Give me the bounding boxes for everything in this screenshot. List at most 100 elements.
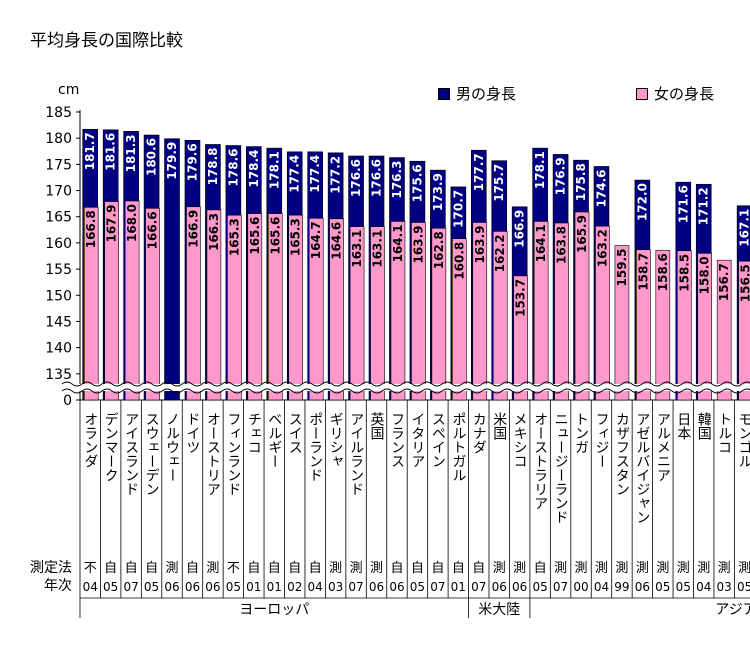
- year-value: 07: [123, 580, 138, 594]
- method-value: 測: [370, 561, 383, 576]
- bar-female: [676, 250, 692, 401]
- bar-female: [614, 245, 630, 401]
- group-label: アジア: [715, 602, 750, 618]
- bar-female: [697, 253, 713, 401]
- data-label-male: 174.6: [594, 169, 608, 207]
- year-value: 06: [205, 580, 220, 594]
- year-value: 01: [451, 580, 466, 594]
- category-label: モンゴル: [737, 412, 750, 468]
- data-label-male: 176.6: [349, 159, 363, 197]
- year-value: 03: [328, 580, 343, 594]
- data-label-male: 178.1: [533, 151, 547, 189]
- bar-female: [554, 222, 569, 401]
- data-label-male: 171.2: [697, 187, 711, 225]
- method-value: 測: [513, 561, 526, 576]
- data-label-female: 163.1: [350, 230, 364, 268]
- category-label: フィンランド: [225, 412, 241, 496]
- data-label-female: 162.8: [432, 231, 446, 269]
- category-label: アゼルバイジャン: [634, 412, 650, 524]
- method-value: 測: [554, 561, 567, 576]
- data-label-female: 159.5: [615, 249, 629, 287]
- legend-male-label: 男の身長: [456, 85, 517, 103]
- data-label-female: 165.6: [248, 217, 262, 255]
- data-label-female: 163.2: [595, 229, 609, 267]
- method-value: 測: [350, 561, 363, 576]
- bar-female: [308, 217, 324, 401]
- category-label: デンマーク: [103, 412, 119, 482]
- bar-female: [472, 222, 488, 401]
- bar-female: [227, 214, 242, 401]
- data-label-female: 166.8: [84, 210, 98, 248]
- year-value: 05: [676, 580, 691, 594]
- bar-female: [390, 221, 406, 401]
- category-label: スイス: [287, 412, 303, 454]
- year-value: 06: [492, 580, 507, 594]
- data-label-female: 158.5: [677, 254, 691, 292]
- data-label-female: 164.7: [309, 221, 323, 259]
- bar-female: [145, 208, 160, 401]
- y-tick-label: 160: [45, 236, 72, 252]
- data-label-female: 165.9: [575, 215, 589, 253]
- method-value: 測: [718, 561, 731, 576]
- year-value: 04: [83, 580, 98, 594]
- category-label: オランダ: [82, 412, 98, 468]
- category-label: ギリシャ: [328, 412, 344, 468]
- year-value: 05: [410, 580, 425, 594]
- year-value: 06: [164, 580, 179, 594]
- method-value: 測: [166, 561, 179, 576]
- bar-female: [288, 214, 304, 401]
- data-label-male: 177.4: [288, 155, 302, 193]
- bar-female: [574, 211, 590, 401]
- y-tick-label: 150: [45, 288, 72, 304]
- year-value: 07: [471, 580, 486, 594]
- data-label-male: 172.0: [635, 183, 649, 221]
- bar-female: [431, 227, 447, 401]
- data-label-male: 176.6: [370, 159, 384, 197]
- data-label-male: 181.6: [104, 133, 118, 171]
- category-label: 米国: [491, 412, 507, 440]
- y-tick-label: 185: [45, 105, 72, 121]
- category-label: トルコ: [716, 412, 732, 454]
- data-label-male: 175.6: [410, 164, 424, 202]
- y-axis-unit: cm: [58, 82, 80, 98]
- category-label: ドイツ: [184, 412, 200, 454]
- data-label-female: 158.6: [656, 253, 670, 291]
- method-value: 測: [329, 561, 342, 576]
- data-label-female: 166.9: [186, 210, 200, 248]
- data-label-female: 163.1: [371, 230, 385, 268]
- data-label-male: 177.7: [472, 153, 486, 191]
- axis-break-line-bottom: [61, 388, 750, 394]
- data-label-female: 163.9: [473, 225, 487, 263]
- method-value: 測: [697, 561, 710, 576]
- bar-female: [206, 209, 222, 401]
- year-value: 05: [655, 580, 670, 594]
- year-value: 04: [594, 580, 609, 594]
- method-value: 測: [595, 561, 608, 576]
- method-value: 不: [227, 561, 240, 576]
- y-tick-label: 145: [45, 314, 72, 330]
- method-value: 測: [656, 561, 669, 576]
- data-label-male: 166.9: [513, 210, 527, 248]
- category-label: カナダ: [471, 412, 487, 454]
- y-tick-label-zero: 0: [63, 393, 72, 409]
- bar-female: [716, 259, 732, 401]
- bar-female: [411, 222, 426, 401]
- year-value: 06: [635, 580, 650, 594]
- method-value: 測: [575, 561, 588, 576]
- year-value: 01: [246, 580, 261, 594]
- year-value: 00: [573, 580, 588, 594]
- bar-female: [124, 200, 140, 401]
- data-label-male: 178.4: [247, 150, 261, 188]
- year-value: 06: [185, 580, 200, 594]
- category-label: フィジー: [593, 412, 609, 468]
- method-value: 自: [247, 561, 260, 576]
- method-value: 自: [186, 561, 199, 576]
- chart-title: 平均身長の国際比較: [30, 31, 183, 51]
- data-label-male: 178.1: [267, 151, 281, 189]
- category-label: 日本: [675, 412, 691, 440]
- category-label: 英国: [369, 411, 385, 440]
- y-tick-label: 135: [45, 367, 72, 383]
- category-label: トンガ: [573, 412, 589, 454]
- bar-female: [104, 201, 119, 401]
- data-label-male: 176.9: [554, 157, 568, 195]
